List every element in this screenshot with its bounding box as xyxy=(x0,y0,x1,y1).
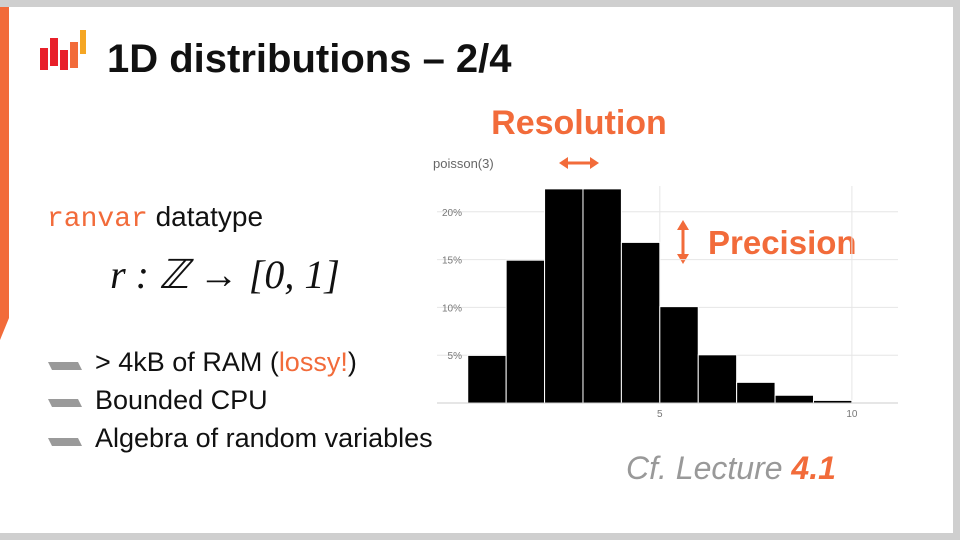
formula: r : ℤ → [0, 1] xyxy=(110,252,340,297)
histogram: 5% 10% 15% 20% 5 10 xyxy=(437,186,898,420)
bullet: > 4kB of RAM (lossy!) xyxy=(95,347,357,377)
datatype-text: datatype xyxy=(148,201,263,232)
bar xyxy=(544,188,584,404)
side-stripe xyxy=(0,7,9,340)
chart-title: poisson(3) xyxy=(433,156,494,171)
resolution-label: Resolution xyxy=(491,104,667,142)
bar xyxy=(659,306,699,404)
bullet: Bounded CPU xyxy=(95,385,268,415)
logo xyxy=(40,30,86,70)
bar xyxy=(620,241,661,404)
precision-label: Precision xyxy=(708,224,857,261)
datatype-line: ranvar datatype xyxy=(47,201,263,235)
x-tick-label: 10 xyxy=(846,409,858,420)
bar xyxy=(774,394,814,404)
x-tick-label: 5 xyxy=(657,409,663,420)
resolution-arrow xyxy=(559,157,599,169)
y-tick-label: 5% xyxy=(448,351,463,362)
bar xyxy=(736,381,776,404)
bullet: Algebra of random variables xyxy=(95,423,433,453)
reference-text: Cf. Lecture xyxy=(626,450,791,486)
bullet-text: ) xyxy=(348,347,357,377)
bar xyxy=(505,259,546,404)
y-tick-label: 10% xyxy=(442,303,462,314)
bottom-border xyxy=(0,533,960,540)
precision-arrow xyxy=(677,220,689,264)
bullet-highlight: lossy! xyxy=(279,347,348,377)
bullet-icons xyxy=(48,362,82,446)
y-tick-label: 15% xyxy=(442,256,462,267)
bullet-text: > 4kB of RAM ( xyxy=(95,347,279,377)
bar xyxy=(697,354,738,404)
bar xyxy=(582,188,622,404)
code: ranvar xyxy=(47,204,148,235)
reference: Cf. Lecture 4.1 xyxy=(626,450,836,486)
bar xyxy=(467,354,507,404)
slide-title: 1D distributions – 2/4 xyxy=(107,37,512,81)
reference-number: 4.1 xyxy=(790,450,835,486)
top-border xyxy=(0,0,960,7)
y-tick-label: 20% xyxy=(442,208,462,219)
right-border xyxy=(953,0,960,540)
